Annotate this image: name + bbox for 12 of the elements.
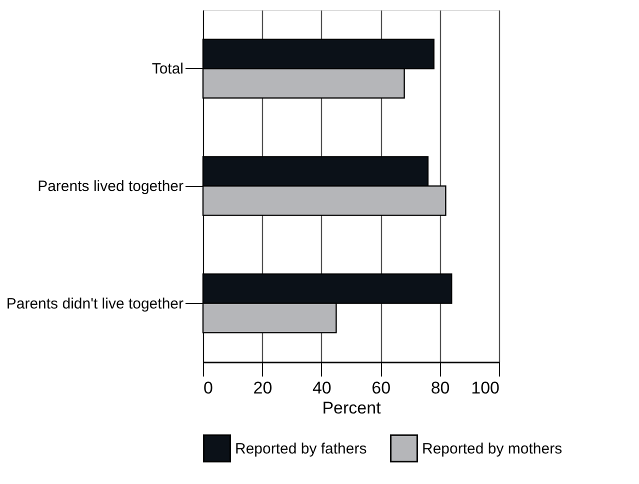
y-tick-label: Parents didn't live together — [6, 295, 184, 312]
x-tick-label: 100 — [471, 378, 500, 398]
x-axis-title: Percent — [322, 398, 382, 418]
x-tick-label: 0 — [204, 378, 213, 398]
legend-label: Reported by fathers — [235, 440, 367, 458]
y-tick-label: Parents lived together — [38, 178, 184, 195]
legend-label: Reported by mothers — [422, 440, 562, 458]
x-tick-label: 80 — [430, 378, 450, 398]
y-tick-label: Total — [152, 60, 184, 78]
x-tick-label: 40 — [312, 378, 332, 398]
x-tick-label: 60 — [372, 378, 391, 398]
x-tick-label: 20 — [253, 378, 272, 398]
